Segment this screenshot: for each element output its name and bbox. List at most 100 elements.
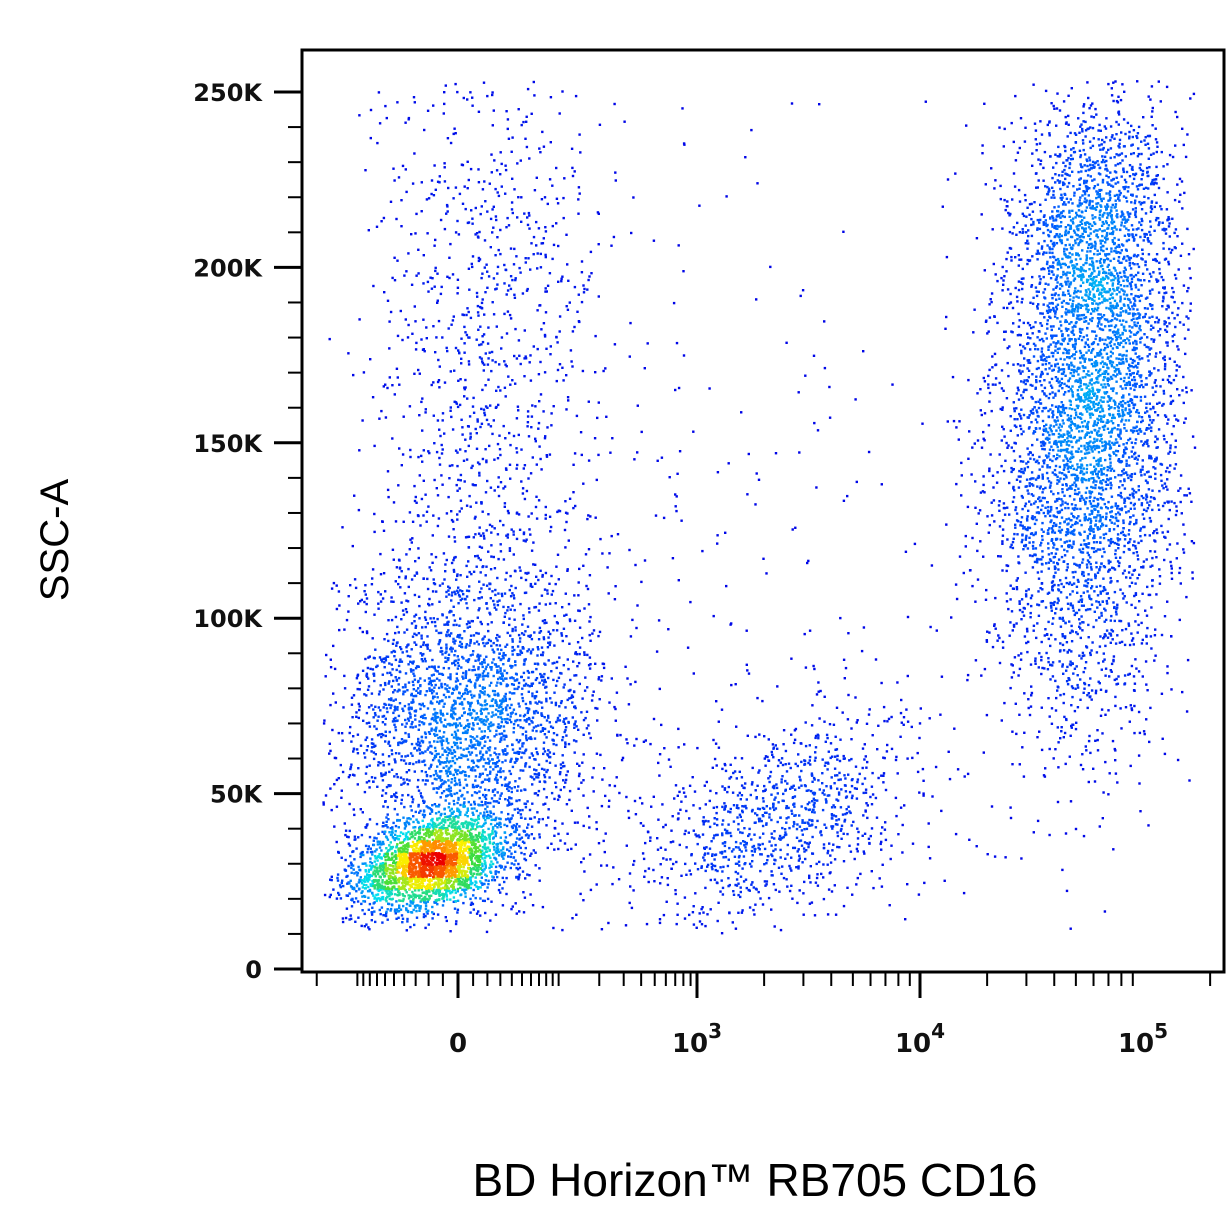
scatter-point bbox=[368, 764, 371, 767]
scatter-point bbox=[577, 774, 581, 778]
scatter-point bbox=[566, 568, 569, 571]
scatter-point bbox=[582, 284, 585, 287]
scatter-point bbox=[478, 258, 482, 261]
scatter-point bbox=[1005, 441, 1008, 445]
scatter-point bbox=[565, 773, 568, 777]
scatter-point bbox=[848, 790, 852, 794]
scatter-point bbox=[855, 721, 858, 724]
scatter-point bbox=[1164, 415, 1168, 418]
scatter-point bbox=[476, 554, 479, 558]
scatter-point bbox=[1160, 692, 1164, 695]
scatter-point bbox=[1112, 567, 1115, 570]
scatter-point bbox=[337, 731, 340, 735]
scatter-point bbox=[371, 668, 375, 671]
scatter-point bbox=[732, 804, 736, 807]
scatter-point bbox=[394, 580, 397, 583]
scatter-point bbox=[381, 789, 385, 792]
scatter-point bbox=[382, 760, 385, 764]
scatter-point bbox=[1165, 208, 1169, 211]
scatter-point bbox=[1147, 445, 1150, 448]
scatter-point bbox=[882, 774, 885, 777]
scatter-point bbox=[1081, 753, 1084, 756]
scatter-point bbox=[422, 318, 425, 321]
scatter-point bbox=[1140, 642, 1144, 645]
scatter-point bbox=[1177, 348, 1180, 351]
scatter-point bbox=[604, 367, 607, 370]
scatter-point bbox=[456, 90, 459, 94]
scatter-point bbox=[499, 519, 502, 523]
scatter-point bbox=[665, 900, 668, 903]
scatter-point bbox=[469, 91, 472, 94]
scatter-point bbox=[770, 750, 773, 754]
scatter-point bbox=[1140, 140, 1143, 143]
scatter-point bbox=[374, 705, 377, 708]
scatter-point bbox=[716, 869, 719, 873]
scatter-point bbox=[382, 529, 386, 532]
scatter-point bbox=[1174, 325, 1177, 329]
scatter-point bbox=[630, 906, 634, 910]
scatter-point bbox=[1155, 278, 1158, 281]
scatter-point bbox=[497, 494, 501, 498]
scatter-point bbox=[409, 538, 412, 541]
scatter-point bbox=[899, 806, 903, 809]
scatter-point bbox=[549, 632, 552, 636]
scatter-point bbox=[469, 435, 472, 438]
scatter-point bbox=[457, 586, 460, 589]
scatter-point bbox=[578, 192, 581, 195]
scatter-point bbox=[1170, 567, 1173, 570]
scatter-point bbox=[1013, 424, 1017, 427]
scatter-point bbox=[368, 786, 371, 789]
scatter-point bbox=[1153, 634, 1157, 637]
scatter-point bbox=[1080, 123, 1083, 126]
scatter-point bbox=[1114, 80, 1117, 83]
scatter-point bbox=[452, 315, 455, 318]
scatter-point bbox=[465, 595, 469, 598]
scatter-point bbox=[556, 202, 560, 205]
scatter-point bbox=[535, 751, 539, 754]
scatter-point bbox=[1177, 307, 1180, 310]
scatter-point bbox=[1132, 569, 1135, 572]
scatter-point bbox=[561, 606, 564, 609]
scatter-point bbox=[499, 151, 502, 154]
scatter-point bbox=[563, 683, 566, 686]
scatter-point bbox=[456, 574, 459, 578]
scatter-point bbox=[763, 880, 767, 883]
scatter-point bbox=[765, 805, 768, 808]
scatter-point bbox=[1145, 471, 1149, 474]
scatter-point bbox=[588, 275, 591, 278]
scatter-point bbox=[1166, 530, 1170, 533]
scatter-point bbox=[1011, 664, 1014, 667]
scatter-point bbox=[497, 385, 500, 389]
scatter-point bbox=[843, 774, 846, 777]
scatter-point bbox=[533, 189, 537, 192]
scatter-point bbox=[1105, 618, 1108, 622]
scatter-point bbox=[447, 186, 450, 190]
scatter-point bbox=[1163, 355, 1166, 358]
scatter-point bbox=[1138, 782, 1141, 785]
scatter-point bbox=[424, 408, 427, 411]
scatter-point bbox=[713, 864, 717, 868]
scatter-point bbox=[509, 608, 512, 611]
scatter-point bbox=[390, 618, 394, 622]
scatter-point bbox=[1050, 609, 1053, 612]
scatter-point bbox=[705, 846, 708, 849]
scatter-point bbox=[1182, 523, 1185, 526]
scatter-point bbox=[587, 664, 591, 667]
scatter-point bbox=[476, 235, 480, 238]
scatter-point bbox=[765, 823, 768, 826]
scatter-point bbox=[850, 784, 854, 788]
scatter-point bbox=[542, 636, 545, 639]
scatter-point bbox=[499, 550, 503, 553]
scatter-point bbox=[435, 336, 438, 339]
scatter-point bbox=[793, 729, 797, 732]
scatter-point bbox=[927, 822, 930, 825]
scatter-point bbox=[1116, 162, 1120, 166]
scatter-point bbox=[373, 613, 376, 616]
scatter-point bbox=[565, 374, 568, 377]
scatter-point bbox=[448, 464, 452, 468]
scatter-point bbox=[1039, 210, 1043, 213]
scatter-point bbox=[475, 432, 478, 435]
scatter-point bbox=[349, 767, 352, 771]
scatter-point bbox=[1087, 692, 1090, 695]
scatter-point bbox=[391, 437, 394, 440]
